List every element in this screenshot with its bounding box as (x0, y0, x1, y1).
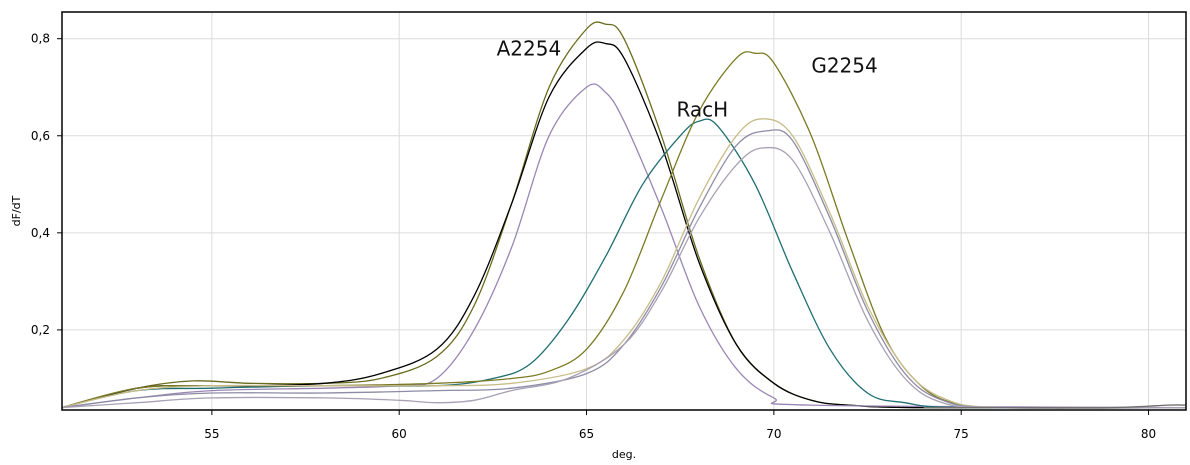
series-line-7 (61, 129, 1187, 409)
series-line-4 (61, 118, 1187, 409)
y-axis-title: dF/dT (10, 195, 23, 226)
series-line-6 (61, 118, 1187, 409)
x-axis-title: deg. (612, 448, 636, 461)
y-tick-label: 0,2 (31, 323, 50, 337)
series-line-9 (923, 404, 1187, 409)
x-tick-label: 75 (954, 427, 969, 441)
axis-ticks: 55 60 65 70 75 80 0,2 0,4 0,6 0,8 (31, 32, 1156, 441)
annotation-label: RacH (676, 97, 728, 121)
grid-lines (62, 12, 1186, 410)
annotation-label: A2254 (497, 37, 562, 61)
plot-frame (61, 11, 1187, 411)
x-tick-label: 70 (766, 427, 781, 441)
series-line-1 (61, 21, 1187, 409)
series-layer (61, 21, 1187, 409)
series-line-3 (61, 83, 1187, 409)
x-tick-label: 80 (1141, 427, 1156, 441)
y-tick-label: 0,8 (31, 32, 50, 46)
series-line-5 (61, 51, 1187, 409)
x-tick-label: 60 (392, 427, 407, 441)
series-line-2 (61, 41, 1187, 409)
annotations: A2254 RacH G2254 (497, 37, 878, 122)
x-tick-label: 65 (579, 427, 594, 441)
y-tick-label: 0,4 (31, 226, 50, 240)
y-tick-label: 0,6 (31, 129, 50, 143)
series-line-8 (61, 146, 1187, 409)
x-tick-label: 55 (204, 427, 219, 441)
annotation-label: G2254 (811, 54, 877, 78)
